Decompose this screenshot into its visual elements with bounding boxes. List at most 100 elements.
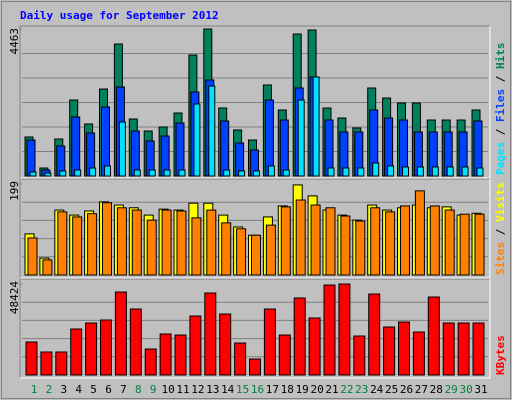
bar <box>474 213 485 276</box>
bar <box>370 207 381 276</box>
bar <box>40 351 53 376</box>
legend: KBytes <box>494 335 507 375</box>
bar <box>476 167 484 177</box>
panel-edge <box>19 178 490 278</box>
bar <box>220 120 230 177</box>
x-tick-label: 5 <box>90 383 97 396</box>
bar <box>70 328 83 376</box>
x-tick-label: 8 <box>135 383 142 396</box>
bar <box>461 166 469 177</box>
bar <box>402 166 409 177</box>
bar <box>29 171 37 177</box>
x-tick-label: 7 <box>120 383 127 396</box>
legend-entry: Hits <box>494 43 507 70</box>
bar <box>144 348 157 376</box>
bar <box>191 217 202 276</box>
x-tick-label: 11 <box>176 383 189 396</box>
bar <box>327 167 335 177</box>
x-tick-label: 6 <box>105 383 112 396</box>
x-tick-label: 12 <box>191 383 204 396</box>
x-tick-label: 3 <box>60 383 67 396</box>
bar <box>297 99 305 177</box>
bar <box>323 284 336 376</box>
panel-edge <box>20 179 491 279</box>
bar <box>161 209 172 276</box>
legend: Pages / Files / Hits <box>494 43 507 176</box>
bar <box>148 169 156 177</box>
bar <box>129 308 142 376</box>
bar <box>72 216 83 276</box>
bar <box>385 211 396 276</box>
x-tick-label: 18 <box>281 383 294 396</box>
x-tick-label: 2 <box>46 383 53 396</box>
panel-edge <box>19 25 490 178</box>
bar <box>444 209 455 276</box>
bar <box>416 166 424 177</box>
bar <box>234 342 247 376</box>
bar <box>89 167 97 177</box>
x-tick-label: 22 <box>340 383 353 396</box>
y-tick-label: 199 <box>8 181 21 201</box>
bar <box>102 202 112 276</box>
bar <box>383 326 396 376</box>
legend: Sites / Visits <box>494 182 507 275</box>
bar <box>238 170 246 177</box>
bar <box>85 322 98 376</box>
legend-entry: Pages <box>494 142 507 175</box>
bar <box>55 351 68 376</box>
bar <box>193 103 201 177</box>
x-tick-label: 9 <box>150 383 157 396</box>
bar <box>340 215 351 276</box>
x-tick-label: 23 <box>355 383 368 396</box>
bar <box>159 333 172 376</box>
legend-entry: Visits <box>494 182 507 222</box>
bar <box>223 169 231 177</box>
bar <box>114 291 127 376</box>
x-tick-label: 17 <box>266 383 279 396</box>
bar <box>118 121 126 177</box>
legend-entry: KBytes <box>494 335 507 375</box>
bar <box>44 172 52 177</box>
bar <box>279 119 289 177</box>
x-tick-label: 1 <box>31 383 38 396</box>
bar <box>293 297 306 376</box>
bar <box>355 220 366 276</box>
panel-edge <box>20 26 491 179</box>
x-tick-label: 29 <box>445 383 458 396</box>
bar <box>398 321 410 376</box>
x-tick-label: 31 <box>474 383 487 396</box>
bar <box>71 116 81 177</box>
bar <box>264 99 274 177</box>
bar <box>431 166 439 177</box>
bar <box>189 315 202 376</box>
legend-separator: / <box>494 122 507 142</box>
bar <box>131 209 142 276</box>
bar <box>116 207 127 276</box>
bar <box>472 322 485 376</box>
x-tick-label: 20 <box>310 383 323 396</box>
bar <box>278 334 291 376</box>
bar <box>387 165 395 177</box>
bar <box>265 224 276 276</box>
bar <box>100 319 112 376</box>
bar <box>26 139 36 177</box>
bar <box>221 222 232 276</box>
x-tick-label: 28 <box>430 383 443 396</box>
bar <box>263 308 276 376</box>
panel-edge <box>20 279 491 379</box>
x-tick-label: 19 <box>296 383 309 396</box>
bar <box>130 130 140 177</box>
bar <box>104 165 111 177</box>
bar <box>74 169 82 177</box>
y-tick-label: 4463 <box>8 28 21 55</box>
bar <box>459 213 470 276</box>
bar <box>429 205 440 276</box>
bar <box>174 334 187 376</box>
bar <box>282 169 290 177</box>
bar <box>368 293 381 376</box>
bar <box>176 210 187 276</box>
bar <box>236 228 247 276</box>
bar <box>308 317 321 376</box>
bar <box>25 341 38 376</box>
